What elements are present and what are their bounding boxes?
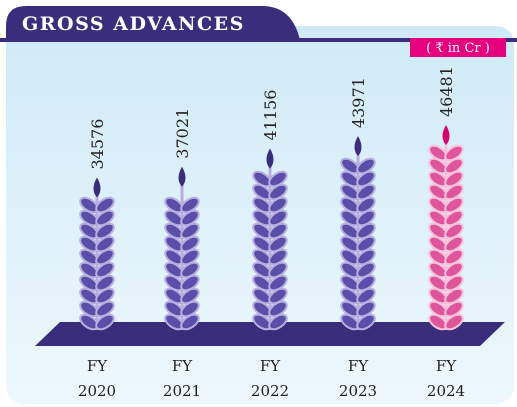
leaf <box>268 235 288 253</box>
leaf <box>268 248 288 266</box>
leaf <box>444 170 464 188</box>
leaf <box>95 313 115 331</box>
leaf <box>356 183 376 201</box>
leaf <box>268 274 288 292</box>
leaf <box>180 313 200 331</box>
leaf <box>444 313 464 331</box>
leaf <box>444 300 464 318</box>
leaf <box>356 313 376 331</box>
title-rule <box>0 38 517 42</box>
leaf <box>444 274 464 292</box>
leaf <box>95 274 115 292</box>
leaf <box>356 287 376 305</box>
leaf <box>268 196 288 214</box>
x-tick-label: FY 2021 <box>162 357 202 400</box>
value-label: 46481 <box>437 66 456 117</box>
tip <box>266 148 274 169</box>
leaf <box>180 274 200 292</box>
leaf <box>356 170 376 188</box>
leaf <box>444 157 464 175</box>
leaf <box>444 261 464 279</box>
leaf <box>95 222 115 240</box>
leaf <box>356 235 376 253</box>
wheat-stalk <box>428 125 464 331</box>
leaf <box>356 209 376 227</box>
x-tick-label: FY 2022 <box>250 357 290 400</box>
leaf <box>268 300 288 318</box>
value-label: 43971 <box>349 77 368 128</box>
chart-title: GROSS ADVANCES <box>22 13 245 35</box>
wheat-stalk <box>164 166 200 331</box>
leaf <box>444 183 464 201</box>
leaf <box>356 157 376 175</box>
tip <box>178 166 186 187</box>
tip <box>442 125 450 145</box>
tip <box>354 136 362 157</box>
leaf <box>95 261 115 279</box>
x-tick-label: FY 2023 <box>338 357 378 400</box>
wheat-stalk <box>340 136 376 331</box>
leaf <box>356 222 376 240</box>
leaf <box>444 235 464 253</box>
leaf <box>268 183 288 201</box>
leaf <box>180 248 200 266</box>
leaf <box>356 300 376 318</box>
leaf <box>356 261 376 279</box>
leaf <box>268 261 288 279</box>
leaf <box>180 235 200 253</box>
value-label: 37021 <box>173 108 192 159</box>
leaf <box>444 248 464 266</box>
wheat-stalk <box>79 177 115 331</box>
leaf <box>268 170 288 188</box>
leaf <box>444 209 464 227</box>
value-label: 41156 <box>261 90 280 141</box>
leaf <box>356 274 376 292</box>
leaf <box>444 222 464 240</box>
leaf <box>180 196 200 214</box>
leaf <box>95 235 115 253</box>
leaf <box>180 261 200 279</box>
leaf <box>95 248 115 266</box>
value-label: 34576 <box>88 119 107 170</box>
leaf <box>356 248 376 266</box>
leaf <box>95 209 115 227</box>
leaf <box>444 144 464 162</box>
title-tab <box>6 6 300 40</box>
wheat-stalk <box>252 148 288 331</box>
leaf <box>268 287 288 305</box>
unit-label: ( ₹ in Cr ) <box>426 41 490 56</box>
leaf <box>268 209 288 227</box>
x-tick-label: FY 2020 <box>77 357 117 400</box>
leaf <box>180 287 200 305</box>
leaf <box>180 222 200 240</box>
unit-box <box>410 38 506 57</box>
leaf <box>444 196 464 214</box>
leaf <box>444 287 464 305</box>
x-tick-label: FY 2024 <box>426 357 466 400</box>
leaf <box>268 222 288 240</box>
leaf <box>95 300 115 318</box>
leaf <box>95 196 115 214</box>
leaf <box>95 287 115 305</box>
floor <box>35 322 505 346</box>
leaf <box>356 196 376 214</box>
tip <box>93 177 101 198</box>
leaf <box>180 209 200 227</box>
leaf <box>268 313 288 331</box>
leaf <box>180 300 200 318</box>
